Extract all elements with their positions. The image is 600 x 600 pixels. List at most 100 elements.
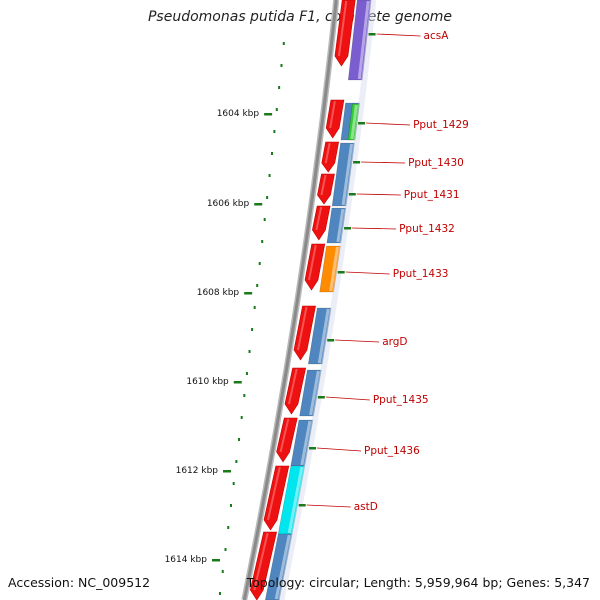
scale-tick xyxy=(211,559,220,562)
gene-highlight xyxy=(315,206,323,231)
scale-ticks: 1604 kbp 1606 kbp 1608 kbp 1610 kbp 1612 kbp… xyxy=(165,109,273,565)
cds-highlight xyxy=(350,104,358,140)
cds-highlight xyxy=(309,370,320,416)
gene-label: Pput_1436 xyxy=(364,445,420,457)
cds-segment xyxy=(265,533,293,600)
scale-dot xyxy=(238,438,241,441)
leader-line xyxy=(306,504,351,508)
cds-highlight xyxy=(274,534,291,600)
forward-genes xyxy=(249,0,356,600)
scale-dot xyxy=(229,504,232,507)
leader-line xyxy=(352,227,397,230)
gene-highlight xyxy=(320,174,327,196)
gene-label: Pput_1433 xyxy=(393,268,449,280)
leader-tick xyxy=(309,447,317,450)
gene-label: Pput_1435 xyxy=(373,394,429,406)
scale-dot xyxy=(258,262,261,265)
gene-highlight xyxy=(324,142,331,164)
leader-line xyxy=(345,271,390,275)
gene-highlight xyxy=(253,532,269,591)
leader-tick xyxy=(353,161,361,164)
leader-line xyxy=(317,447,362,452)
leader-tick xyxy=(327,339,335,342)
scale-dot xyxy=(253,306,256,309)
cds-highlight xyxy=(336,208,345,243)
scale-dot xyxy=(224,548,227,551)
cds-highlight xyxy=(341,143,354,206)
scale-dot xyxy=(243,394,246,397)
scale-dot xyxy=(282,42,285,45)
scale-dot xyxy=(245,372,248,375)
scale-dot xyxy=(227,526,230,529)
gene-highlight xyxy=(267,466,281,521)
backbone-line xyxy=(242,0,338,600)
forward-gene-arrow xyxy=(312,205,331,241)
cds-highlight xyxy=(357,0,370,80)
scale-tick-label: 1606 kbp xyxy=(207,199,250,209)
scale-tick-label: 1610 kbp xyxy=(186,377,229,387)
cds-highlight xyxy=(287,466,304,534)
scale-dot xyxy=(273,130,276,133)
scale-dot xyxy=(261,240,264,243)
gene-label: Pput_1429 xyxy=(413,119,469,131)
gene-highlight xyxy=(329,100,336,129)
scale-dot xyxy=(266,196,269,199)
gene-highlight xyxy=(287,368,298,405)
cds-features xyxy=(265,0,377,600)
cds-highlight xyxy=(300,420,312,466)
scale-dot xyxy=(235,460,238,463)
accession-text: Accession: NC_009512 xyxy=(8,575,151,590)
leader-line xyxy=(376,33,421,37)
scale-dot xyxy=(278,86,281,89)
scale-tick xyxy=(264,113,273,116)
scale-dot xyxy=(240,416,243,419)
scale-dot xyxy=(263,218,266,221)
leader-tick xyxy=(358,122,366,125)
leader-tick xyxy=(337,271,345,274)
scale-dot xyxy=(268,174,271,177)
scale-tick-label: 1614 kbp xyxy=(165,555,208,565)
genome-backbone xyxy=(241,0,340,600)
cds-highlight xyxy=(317,308,330,364)
gene-labels: acsA Pput_1429 Pput_1430 Pput_1431 Pput_1432… xyxy=(298,30,469,513)
leader-tick xyxy=(298,504,306,507)
genome-summary: Topology: circular; Length: 5,959,964 bp… xyxy=(246,575,590,590)
scale-tick xyxy=(223,470,232,473)
scale-dot xyxy=(221,570,224,573)
scale-tick xyxy=(254,203,263,206)
scale-dot xyxy=(248,350,251,353)
leader-line xyxy=(356,193,401,196)
cds-highlight xyxy=(329,246,339,292)
gene-label: argD xyxy=(382,336,407,348)
gene-highlight xyxy=(308,244,317,281)
gene-highlight xyxy=(279,418,290,453)
leader-tick xyxy=(368,33,376,36)
scale-dot xyxy=(270,152,273,155)
forward-gene-arrow xyxy=(317,173,335,205)
gene-highlight xyxy=(297,306,308,351)
scale-tick xyxy=(233,381,242,384)
scale-dot xyxy=(256,284,259,287)
scale-dot xyxy=(232,482,235,485)
gene-label: Pput_1431 xyxy=(404,189,460,201)
gene-label: Pput_1430 xyxy=(408,157,464,169)
leader-line xyxy=(366,122,411,126)
outer-track xyxy=(278,0,377,600)
scale-dot xyxy=(275,108,278,111)
scale-tick-label: 1604 kbp xyxy=(217,109,260,119)
leader-line xyxy=(361,161,406,164)
gene-highlight xyxy=(337,0,348,57)
scale-dot xyxy=(218,592,221,595)
scale-dots xyxy=(218,42,285,595)
leader-line xyxy=(335,339,380,343)
gene-label: Pput_1432 xyxy=(399,223,455,235)
map-title: Pseudomonas putida F1, complete genome xyxy=(147,9,453,25)
forward-gene-arrow xyxy=(325,99,345,139)
scale-dot xyxy=(251,328,254,331)
leader-tick xyxy=(348,193,356,196)
gene-label: acsA xyxy=(424,30,450,42)
leader-tick xyxy=(317,396,325,399)
leader-tick xyxy=(344,227,352,230)
forward-gene-arrow xyxy=(321,141,340,173)
